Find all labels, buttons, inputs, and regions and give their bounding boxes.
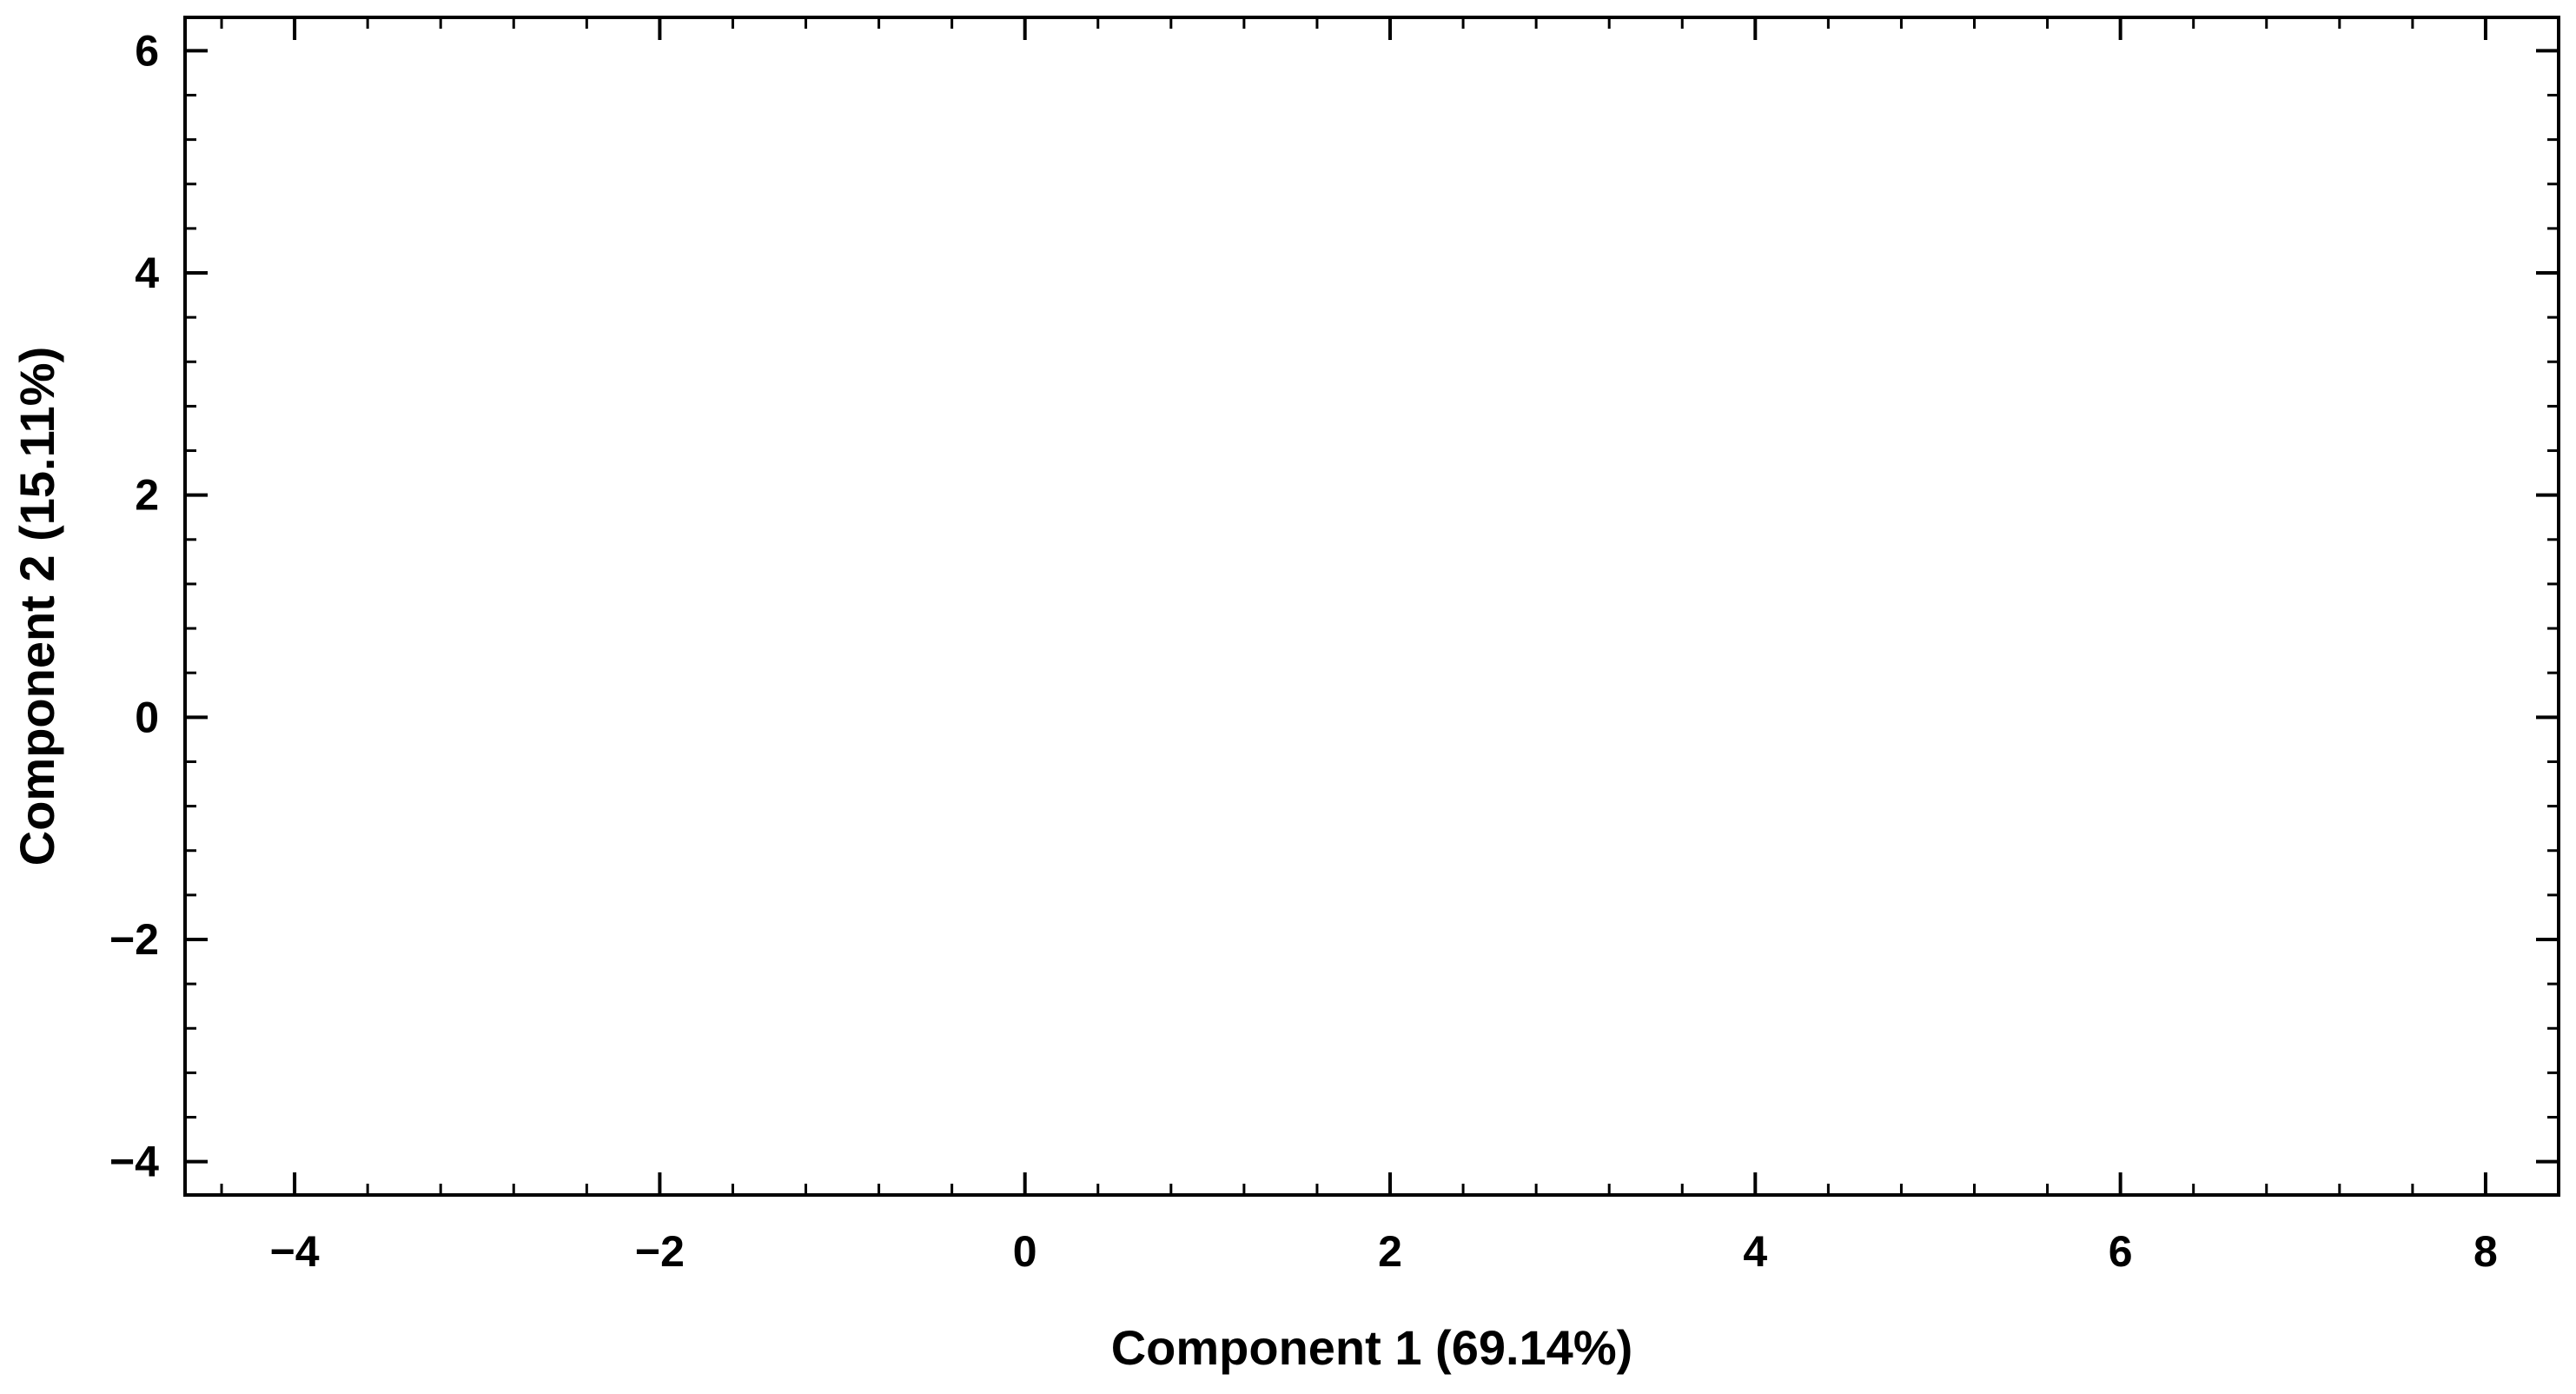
plot-frame xyxy=(183,16,2560,1197)
x-tick-label: −4 xyxy=(270,1227,320,1276)
x-tick-label: 8 xyxy=(2473,1227,2498,1276)
y-tick-label: −2 xyxy=(109,915,159,964)
y-axis-title: Component 2 (15.11%) xyxy=(10,347,64,866)
x-tick-label: 4 xyxy=(1743,1227,1767,1276)
x-tick-label: 2 xyxy=(1378,1227,1402,1276)
y-tick-label: 4 xyxy=(135,249,159,297)
x-tick-label: 0 xyxy=(1013,1227,1037,1276)
x-tick-label: 6 xyxy=(2109,1227,2133,1276)
axes xyxy=(183,16,2560,1197)
y-tick-label: −4 xyxy=(109,1138,159,1186)
y-tick-label: 6 xyxy=(135,26,159,75)
x-tick-label: −2 xyxy=(635,1227,685,1276)
y-tick-label: 0 xyxy=(135,693,159,741)
y-tick-label: 2 xyxy=(135,471,159,520)
x-axis-title: Component 1 (69.14%) xyxy=(1111,1320,1633,1375)
